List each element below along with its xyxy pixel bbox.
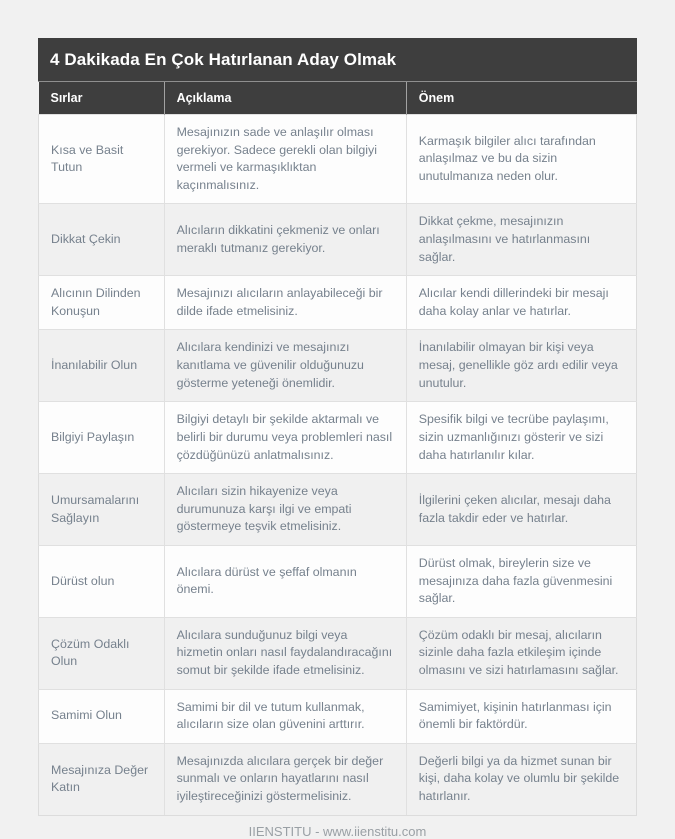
description-cell: Alıcılara sunduğunuz bilgi veya hizmetin… [163,616,407,690]
importance-cell: Dikkat çekme, mesajınızın anlaşılmasını … [405,203,638,277]
importance-cell: İlgilerini çeken alıcılar, mesajı daha f… [405,473,638,546]
table-row: İnanılabilir Olun Alıcılara kendinizi ve… [38,329,638,403]
table-header-row: Sırlar Açıklama Önem [38,82,637,115]
table-row: Samimi Olun Samimi bir dil ve tutum kull… [38,688,638,744]
secret-cell: Kısa ve Basit Tutun [38,113,165,205]
secret-cell: Samimi Olun [38,688,165,744]
description-cell: Samimi bir dil ve tutum kullanmak, alıcı… [163,688,407,744]
table-row: Umursamalarını Sağlayın Alıcıları sizin … [38,473,638,546]
memorability-table-card: 4 Dakikada En Çok Hatırlanan Aday Olmak … [38,38,638,816]
secret-cell: Dürüst olun [38,544,165,618]
secret-cell: Alıcının Dilinden Konuşun [38,275,165,331]
description-cell: Alıcılara dürüst ve şeffaf olmanın önemi… [163,544,407,618]
description-cell: Mesajınızın sade ve anlaşılır olması ger… [163,113,407,205]
secret-cell: İnanılabilir Olun [38,329,165,403]
importance-cell: Karmaşık bilgiler alıcı tarafından anlaş… [405,113,638,205]
table-row: Bilgiyi Paylaşın Bilgiyi detaylı bir şek… [38,401,638,475]
importance-cell: Samimiyet, kişinin hatırlanması için öne… [405,688,638,744]
column-header-sirlar: Sırlar [38,82,165,115]
secret-cell: Umursamalarını Sağlayın [38,473,165,546]
importance-cell: Çözüm odaklı bir mesaj, alıcıların sizin… [405,616,638,690]
description-cell: Alıcıları sizin hikayenize veya durumunu… [163,473,407,546]
secret-cell: Dikkat Çekin [38,203,165,277]
table-row: Kısa ve Basit Tutun Mesajınızın sade ve … [38,113,638,205]
table-row: Alıcının Dilinden Konuşun Mesajınızı alı… [38,275,638,331]
importance-cell: Alıcılar kendi dillerindeki bir mesajı d… [405,275,638,331]
description-cell: Alıcılara kendinizi ve mesajınızı kanıtl… [163,329,407,403]
description-cell: Mesajınızı alıcıların anlayabileceği bir… [163,275,407,331]
importance-cell: Değerli bilgi ya da hizmet sunan bir kiş… [405,742,638,816]
column-header-aciklama: Açıklama [163,82,407,115]
page-title: 4 Dakikada En Çok Hatırlanan Aday Olmak [38,38,637,82]
table-row: Çözüm Odaklı Olun Alıcılara sunduğunuz b… [38,616,638,690]
secret-cell: Bilgiyi Paylaşın [38,401,165,475]
table-row: Dürüst olun Alıcılara dürüst ve şeffaf o… [38,544,638,618]
secret-cell: Mesajınıza Değer Katın [38,742,165,816]
importance-cell: İnanılabilir olmayan bir kişi veya mesaj… [405,329,638,403]
table-row: Dikkat Çekin Alıcıların dikkatini çekmen… [38,203,638,277]
importance-cell: Spesifik bilgi ve tecrübe paylaşımı, siz… [405,401,638,475]
description-cell: Mesajınızda alıcılara gerçek bir değer s… [163,742,407,816]
secrets-table: Sırlar Açıklama Önem Kısa ve Basit Tutun… [38,82,638,816]
importance-cell: Dürüst olmak, bireylerin size ve mesajın… [405,544,638,618]
secret-cell: Çözüm Odaklı Olun [38,616,165,690]
footer-credit: IIENSTITU - www.iienstitu.com [248,823,427,839]
description-cell: Alıcıların dikkatini çekmeniz ve onları … [163,203,407,277]
column-header-onem: Önem [405,82,637,115]
description-cell: Bilgiyi detaylı bir şekilde aktarmalı ve… [163,401,407,475]
table-row: Mesajınıza Değer Katın Mesajınızda alıcı… [38,742,638,816]
page: { "page": { "title": "4 Dakikada En Çok … [0,38,675,839]
